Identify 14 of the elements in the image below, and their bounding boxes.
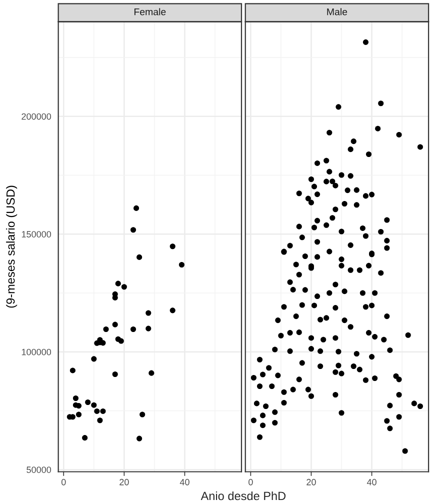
y-tick-label: 100000 xyxy=(22,348,52,356)
y-axis-title: (9-meses salario (USD) xyxy=(6,186,18,308)
x-tick-label: 0 xyxy=(248,478,253,486)
y-tick-label: 150000 xyxy=(22,231,52,238)
y-tick-label: 200000 xyxy=(22,113,52,120)
x-tick-label: 0 xyxy=(61,478,66,486)
x-tick-label: 20 xyxy=(306,478,316,486)
x-axis-title: Anio desde PhD xyxy=(200,491,286,500)
x-tick-label: 40 xyxy=(366,478,376,486)
chart-title: Female xyxy=(134,8,166,16)
x-tick-label: 40 xyxy=(180,478,190,486)
y-tick-label: 50000 xyxy=(26,466,52,473)
x-tick-label: 20 xyxy=(120,478,129,486)
chart-title: Male xyxy=(327,8,348,16)
